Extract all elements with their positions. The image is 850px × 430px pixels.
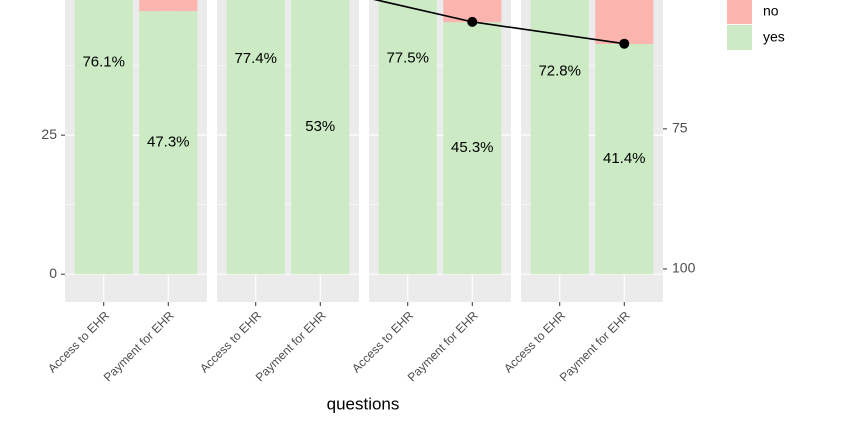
data-label: 47.3%	[147, 134, 190, 151]
legend-label: yes	[763, 29, 785, 45]
data-label: 41.4%	[603, 150, 646, 167]
bar-segment	[378, 0, 437, 275]
bar-segment	[74, 0, 133, 275]
data-label: 76.1%	[82, 54, 125, 71]
x-tick-label: Access to EHR	[501, 308, 568, 375]
x-axis-title: questions	[327, 394, 400, 413]
x-tick-label: Payment for EHR	[405, 308, 481, 384]
legend-label: no	[763, 3, 779, 19]
line-point	[619, 38, 630, 49]
x-tick-label: Payment for EHR	[253, 308, 329, 384]
data-label: 53%	[305, 118, 335, 135]
bar-segment	[291, 0, 350, 275]
y-tick-label: 0	[49, 265, 57, 281]
bar-segment	[530, 0, 589, 275]
bar-segment	[595, 0, 654, 44]
legend-key	[727, 25, 752, 50]
data-label: 77.5%	[386, 50, 429, 67]
bar-segment	[139, 11, 198, 275]
plot-area: 76.1% 47.3% 77.4% 53% 77.5% 45.3% 72.8% 41.4%	[65, 0, 663, 302]
bar-segment	[139, 0, 198, 12]
bar-segment	[443, 22, 502, 275]
legend-key	[727, 0, 752, 24]
bar-segment	[595, 43, 654, 275]
y2-tick-label: 75	[672, 120, 688, 136]
x-tick-label: Payment for EHR	[557, 308, 633, 384]
x-tick-label: Access to EHR	[349, 308, 416, 375]
y-tick-label: 25	[41, 126, 57, 142]
bar-segment	[443, 0, 502, 23]
line-point	[467, 16, 478, 27]
bar-segment	[226, 0, 285, 275]
data-label: 45.3%	[451, 139, 494, 156]
data-label: 72.8%	[538, 63, 581, 80]
x-tick-label: Access to EHR	[197, 308, 264, 375]
x-tick-label: Access to EHR	[45, 308, 112, 375]
y2-tick-label: 100	[672, 260, 696, 276]
x-tick-label: Payment for EHR	[101, 308, 177, 384]
data-label: 77.4%	[234, 50, 277, 67]
